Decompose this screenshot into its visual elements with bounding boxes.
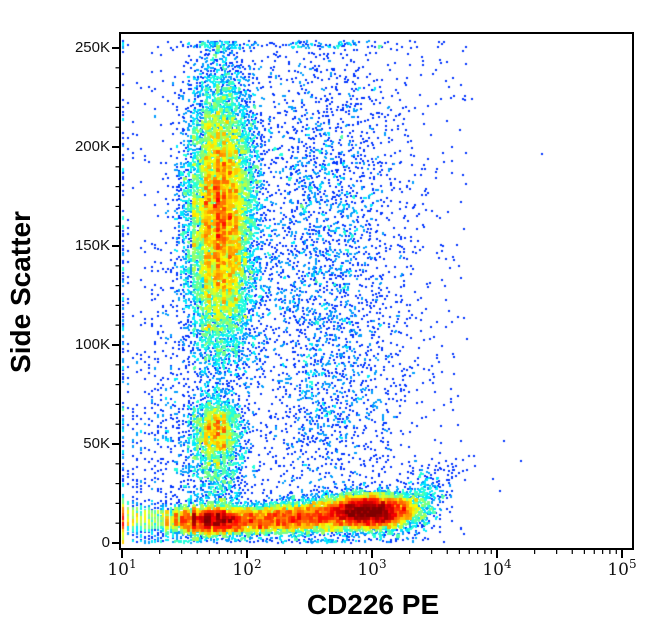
y-tick-label: 200K <box>74 138 110 155</box>
x-tick-label: 103 <box>357 557 387 580</box>
x-tick-label: 101 <box>107 557 137 580</box>
plot-frame <box>119 32 634 550</box>
y-tick-label: 250K <box>74 39 110 56</box>
x-tick-label: 105 <box>607 557 637 580</box>
y-tick-label: 100K <box>74 336 110 353</box>
x-tick-label: 102 <box>232 557 262 580</box>
y-axis-title: Side Scatter <box>5 211 36 373</box>
x-axis-title: CD226 PE <box>306 589 440 620</box>
y-tick-label: 0 <box>101 534 110 551</box>
x-tick-label: 104 <box>482 557 512 580</box>
y-tick-label: 150K <box>74 237 110 254</box>
y-tick-label: 50K <box>83 435 110 452</box>
